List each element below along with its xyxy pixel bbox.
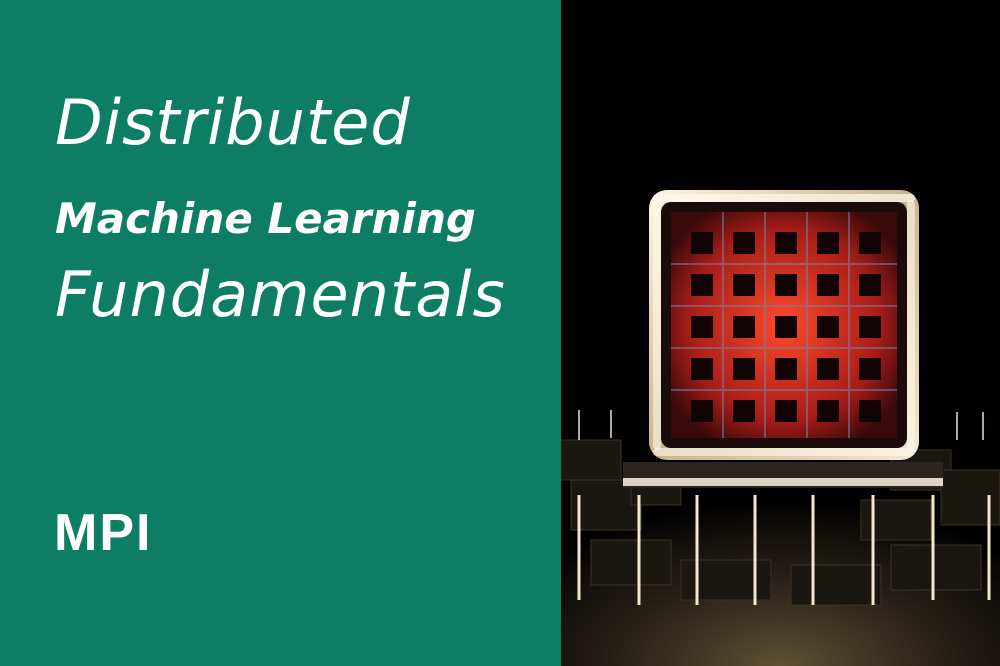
title-fundamentals: Fundamentals — [55, 258, 506, 331]
title-machine-learning: Machine Learning — [55, 194, 476, 243]
chip-illustration — [561, 0, 1000, 666]
title-distributed: Distributed — [55, 86, 411, 159]
topic-label: MPI — [54, 504, 153, 562]
chip-cube-icon — [561, 0, 1000, 666]
title-panel: Distributed Machine Learning Fundamental… — [0, 0, 561, 666]
